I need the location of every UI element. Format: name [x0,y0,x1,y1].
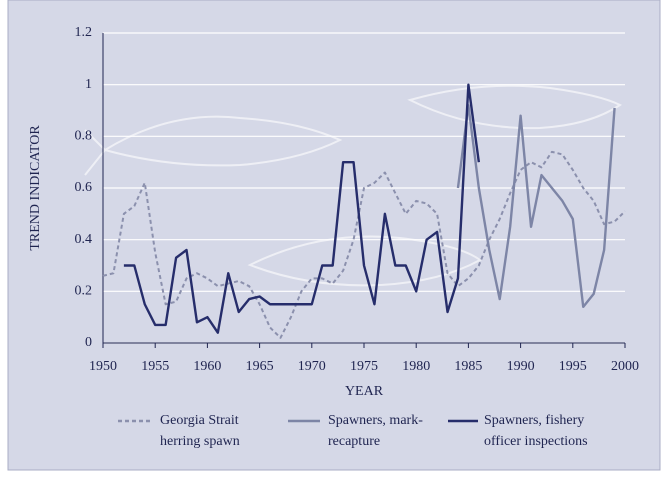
y-tick-label: 0 [85,335,92,350]
x-tick-label: 1990 [507,359,535,374]
series-line [456,104,616,309]
y-tick-label: 0.6 [75,180,93,195]
x-tick-label: 1995 [559,359,587,374]
y-tick-label: 1 [85,77,92,92]
series-line [102,150,626,339]
x-axis-label: YEAR [345,384,384,399]
y-tick-label: 0.4 [75,232,93,247]
x-tick-label: 1975 [350,359,378,374]
x-tick-label: 1950 [89,359,117,374]
x-tick-label: 1970 [298,359,326,374]
x-tick-label: 2000 [611,359,639,374]
legend-label: Georgia Strait herring spawn [160,413,240,449]
y-axis-label: TREND INDICATOR [28,125,43,251]
y-tick-label: 0.2 [75,284,93,299]
legend-label: Spawners, mark-recapture [328,413,423,449]
y-tick-label: 1.2 [75,25,93,40]
legend-label: Spawners, fishery officer inspections [484,413,588,449]
x-tick-label: 1980 [402,359,430,374]
x-tick-label: 1965 [246,359,274,374]
fish-decoration [84,84,622,287]
x-tick-label: 1955 [141,359,169,374]
series-line [123,83,481,334]
x-tick-label: 1960 [193,359,221,374]
x-tick-label: 1985 [454,359,482,374]
chart-background [7,0,661,471]
y-tick-label: 0.8 [75,129,93,144]
